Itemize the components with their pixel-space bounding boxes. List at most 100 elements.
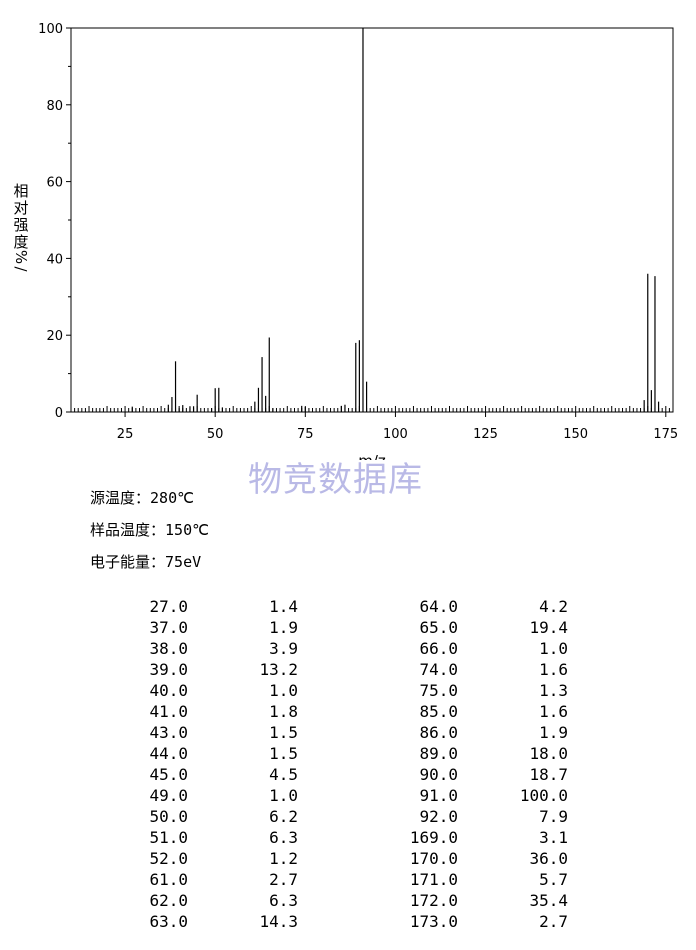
mz-cell: 49.0	[149, 786, 188, 805]
intensity-cell: 2.7	[539, 912, 568, 931]
y-tick-label: 40	[46, 252, 63, 267]
intensity-cell: 2.7	[269, 870, 298, 889]
y-axis-label-char: /	[12, 266, 30, 272]
table-row: 40.0 1.0 75.0 1.3	[130, 680, 568, 701]
sample-temperature-label: 样品温度：	[90, 521, 166, 539]
table-row: 44.0 1.5 89.0 18.0	[130, 743, 568, 764]
mz-cell: 172.0	[409, 891, 458, 910]
mz-cell: 75.0	[419, 681, 458, 700]
mz-cell: 44.0	[149, 744, 188, 763]
mz-cell: 45.0	[149, 765, 188, 784]
x-minor-ticks	[74, 406, 670, 412]
intensity-cell: 1.0	[539, 639, 568, 658]
table-row: 61.0 2.7 171.0 5.7	[130, 869, 568, 890]
table-row: 37.0 1.9 65.0 19.4	[130, 617, 568, 638]
mz-cell: 62.0	[149, 891, 188, 910]
intensity-cell: 5.7	[539, 870, 568, 889]
intensity-cell: 1.2	[269, 849, 298, 868]
source-temperature-label: 源温度：	[90, 489, 151, 507]
mz-cell: 52.0	[149, 849, 188, 868]
source-temperature-value: 280℃	[150, 489, 194, 507]
intensity-cell: 1.5	[269, 723, 298, 742]
table-row: 41.0 1.8 85.0 1.6	[130, 701, 568, 722]
intensity-cell: 3.9	[269, 639, 298, 658]
intensity-cell: 18.0	[529, 744, 568, 763]
x-tick-label: 150	[563, 427, 588, 442]
x-tick-label: 25	[117, 427, 134, 442]
mz-cell: 50.0	[149, 807, 188, 826]
intensity-cell: 1.6	[539, 702, 568, 721]
intensity-cell: 1.9	[539, 723, 568, 742]
table-row: 43.0 1.5 86.0 1.9	[130, 722, 568, 743]
intensity-cell: 3.1	[539, 828, 568, 847]
mz-cell: 65.0	[419, 618, 458, 637]
y-axis-label: 相对强度% /	[11, 183, 31, 275]
y-axis-label-char: 强	[13, 216, 29, 234]
y-tick-label: 100	[38, 22, 63, 37]
intensity-cell: 1.9	[269, 618, 298, 637]
x-axis-ticks: 25 50 75 100 125 150 175	[117, 412, 678, 442]
intensity-cell: 1.3	[539, 681, 568, 700]
peak-table: 27.0 1.4 64.0 4.2 37.0 1.9 65.0 19.4 38.0 3.9 66.0…	[130, 596, 568, 932]
table-row: 52.0 1.2 170.0 36.0	[130, 848, 568, 869]
mz-cell: 74.0	[419, 660, 458, 679]
intensity-cell: 4.5	[269, 765, 298, 784]
intensity-cell: 7.9	[539, 807, 568, 826]
table-row: 27.0 1.4 64.0 4.2	[130, 596, 568, 617]
x-tick-label: 125	[473, 427, 498, 442]
x-tick-label: 75	[297, 427, 314, 442]
mz-cell: 92.0	[419, 807, 458, 826]
intensity-cell: 1.6	[539, 660, 568, 679]
table-row: 51.0 6.3 169.0 3.1	[130, 827, 568, 848]
peak-bars	[131, 28, 660, 412]
table-row: 39.0 13.2 74.0 1.6	[130, 659, 568, 680]
intensity-cell: 35.4	[529, 891, 568, 910]
mz-cell: 169.0	[409, 828, 458, 847]
intensity-cell: 14.3	[259, 912, 298, 931]
electron-energy: 电子能量：75eV	[90, 551, 201, 572]
table-row: 50.0 6.2 92.0 7.9	[130, 806, 568, 827]
source-temperature: 源温度：280℃	[90, 487, 194, 508]
intensity-cell: 1.0	[269, 786, 298, 805]
mz-cell: 89.0	[419, 744, 458, 763]
mz-cell: 61.0	[149, 870, 188, 889]
plot-frame	[70, 27, 674, 413]
mz-cell: 63.0	[149, 912, 188, 931]
watermark: 物竞数据库	[248, 460, 423, 500]
mz-cell: 86.0	[419, 723, 458, 742]
mz-cell: 38.0	[149, 639, 188, 658]
intensity-cell: 1.8	[269, 702, 298, 721]
intensity-cell: 100.0	[519, 786, 568, 805]
mz-cell: 37.0	[149, 618, 188, 637]
mz-cell: 43.0	[149, 723, 188, 742]
sample-temperature-value: 150℃	[165, 521, 209, 539]
y-axis-label-char: 相	[13, 182, 29, 200]
table-row: 62.0 6.3 172.0 35.4	[130, 890, 568, 911]
intensity-cell: 6.3	[269, 828, 298, 847]
intensity-cell: 13.2	[259, 660, 298, 679]
mz-cell: 51.0	[149, 828, 188, 847]
x-tick-label: 50	[207, 427, 224, 442]
table-row: 63.0 14.3 173.0 2.7	[130, 911, 568, 932]
y-tick-label: 60	[46, 176, 63, 191]
mz-cell: 171.0	[409, 870, 458, 889]
table-row: 45.0 4.5 90.0 18.7	[130, 764, 568, 785]
electron-energy-value: 75eV	[165, 553, 202, 571]
y-axis-label-char: 对	[13, 199, 29, 217]
intensity-cell: 6.3	[269, 891, 298, 910]
intensity-cell: 4.2	[539, 597, 568, 616]
intensity-cell: 6.2	[269, 807, 298, 826]
intensity-cell: 1.0	[269, 681, 298, 700]
x-axis-label: m/z	[358, 452, 386, 460]
y-axis-ticks: 0 20 40 60 80 100	[38, 22, 71, 421]
table-row: 49.0 1.0 91.0 100.0	[130, 785, 568, 806]
mz-cell: 90.0	[419, 765, 458, 784]
intensity-cell: 18.7	[529, 765, 568, 784]
intensity-cell: 19.4	[529, 618, 568, 637]
mz-cell: 41.0	[149, 702, 188, 721]
y-tick-label: 0	[55, 406, 63, 421]
x-tick-label: 100	[383, 427, 408, 442]
mz-cell: 170.0	[409, 849, 458, 868]
intensity-cell: 36.0	[529, 849, 568, 868]
electron-energy-label: 电子能量：	[90, 553, 166, 571]
